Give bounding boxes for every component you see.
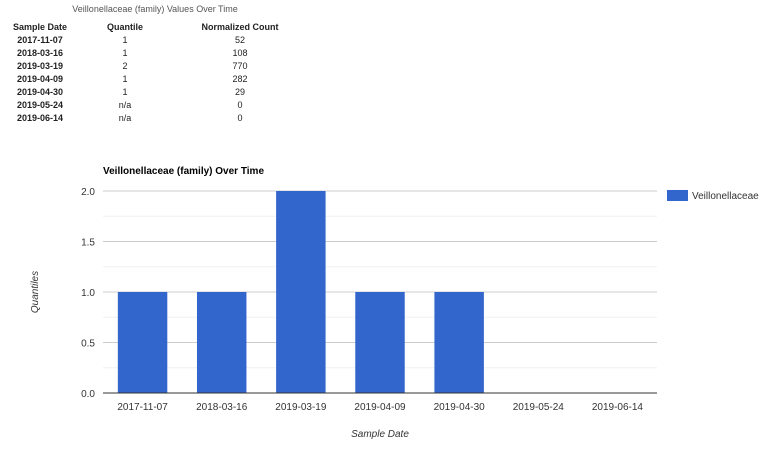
table-row: 2019-04-09 1 282 bbox=[0, 72, 310, 85]
bar bbox=[117, 292, 168, 393]
table-row: 2019-06-14 n/a 0 bbox=[0, 111, 310, 124]
cell-normalized-count: 29 bbox=[234, 86, 245, 97]
cell-quantile: 1 bbox=[122, 47, 128, 58]
cell-normalized-count: 0 bbox=[237, 99, 243, 110]
table-row: 2019-04-30 1 29 bbox=[0, 85, 310, 98]
cell-normalized-count: 0 bbox=[237, 112, 243, 123]
cell-normalized-count: 108 bbox=[232, 47, 248, 58]
y-tick-label: 1.5 bbox=[81, 238, 95, 249]
cell-sample-date: 2017-11-07 bbox=[17, 34, 63, 45]
cell-quantile: 2 bbox=[122, 60, 128, 71]
y-axis-title: Quantiles bbox=[30, 271, 41, 313]
cell-normalized-count: 282 bbox=[232, 73, 248, 84]
table-row: 2019-03-19 2 770 bbox=[0, 59, 310, 72]
table-caption: Veillonellaceae (family) Values Over Tim… bbox=[72, 4, 238, 14]
bar bbox=[196, 292, 247, 393]
cell-normalized-count: 770 bbox=[232, 60, 248, 71]
cell-normalized-count: 52 bbox=[234, 34, 245, 45]
cell-sample-date: 2019-05-24 bbox=[16, 99, 64, 110]
y-tick-label: 0.0 bbox=[81, 389, 95, 400]
values-table: Sample Date Quantile Normalized Count 20… bbox=[0, 20, 310, 124]
legend-swatch bbox=[667, 190, 688, 201]
cell-sample-date: 2019-04-09 bbox=[16, 73, 64, 84]
cell-quantile: 1 bbox=[122, 86, 128, 97]
x-tick-label: 2019-06-14 bbox=[592, 402, 644, 413]
cell-sample-date: 2019-04-30 bbox=[16, 86, 64, 97]
chart-title: Veillonellaceae (family) Over Time bbox=[103, 166, 264, 177]
x-tick-label: 2018-03-16 bbox=[196, 402, 248, 413]
table-row: 2018-03-16 1 108 bbox=[0, 46, 310, 59]
bar bbox=[276, 191, 326, 393]
cell-sample-date: 2019-03-19 bbox=[16, 60, 64, 71]
x-tick-label: 2017-11-07 bbox=[117, 402, 168, 413]
y-tick-label: 2.0 bbox=[81, 187, 95, 198]
table-row: 2019-05-24 n/a 0 bbox=[0, 98, 310, 111]
cell-quantile: n/a bbox=[118, 99, 132, 110]
cell-quantile: n/a bbox=[118, 112, 132, 123]
x-tick-label: 2019-04-30 bbox=[434, 402, 486, 413]
legend-label: Veillonellaceae bbox=[692, 191, 759, 202]
bar bbox=[434, 292, 484, 393]
cell-quantile: 1 bbox=[122, 34, 128, 45]
x-tick-label: 2019-04-09 bbox=[354, 402, 406, 413]
header-quantile: Quantile bbox=[106, 21, 143, 32]
x-axis-title: Sample Date bbox=[351, 429, 409, 440]
header-sample-date: Sample Date bbox=[12, 21, 68, 32]
x-tick-label: 2019-03-19 bbox=[275, 402, 327, 413]
cell-sample-date: 2018-03-16 bbox=[16, 47, 64, 58]
y-tick-label: 1.0 bbox=[81, 288, 95, 299]
bar-chart: 0.0 0.5 1.0 1.5 2.0 2017-11-07 2018-03-16 2019-… bbox=[30, 166, 759, 440]
table-header-row: Sample Date Quantile Normalized Count bbox=[0, 20, 310, 33]
header-normalized-count: Normalized Count bbox=[201, 21, 279, 32]
cell-sample-date: 2019-06-14 bbox=[16, 112, 64, 123]
table-row: 2017-11-07 1 52 bbox=[0, 33, 310, 46]
bar bbox=[355, 292, 405, 393]
cell-quantile: 1 bbox=[122, 73, 128, 84]
y-tick-label: 0.5 bbox=[81, 339, 95, 350]
x-tick-label: 2019-05-24 bbox=[513, 402, 565, 413]
